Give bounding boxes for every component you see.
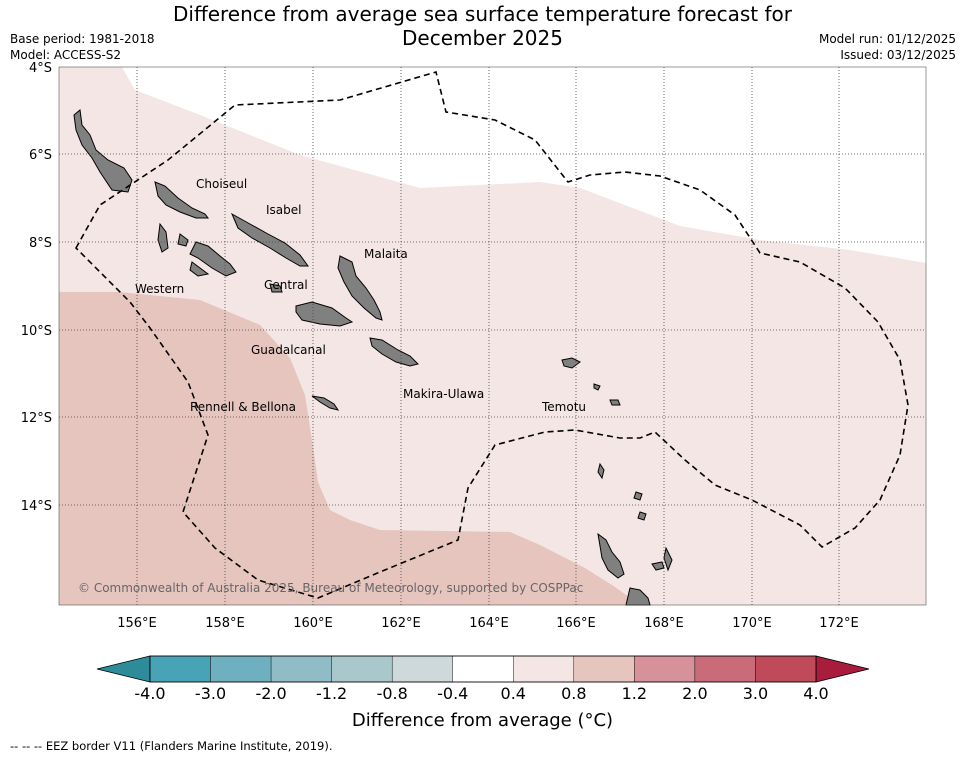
base-period: Base period: 1981-2018 — [10, 32, 155, 46]
lon-label: 170°E — [732, 616, 772, 631]
central-island-1 — [269, 283, 283, 293]
colorbar-segment — [452, 655, 514, 683]
map-figure: 4°S 6°S 8°S 10°S 12°S 14°S 156°E 158°E 1… — [21, 61, 927, 700]
choiseul-island — [73, 109, 133, 193]
colorbar-tick-label: -0.4 — [437, 684, 468, 700]
colorbar-segment — [331, 655, 393, 683]
colorbar-tick-label: -4.0 — [134, 684, 165, 700]
makira-island — [369, 337, 419, 367]
plot-frame — [58, 66, 927, 606]
colorbar-segment — [513, 655, 575, 683]
temotu-island-3 — [609, 399, 621, 406]
santa-isabel-island — [230, 212, 309, 267]
province-labels: Choiseul Isabel Malaita Western Central … — [135, 177, 586, 414]
malaita-island — [337, 255, 383, 321]
colorbar-segment — [694, 655, 756, 683]
province-label-western: Western — [135, 282, 184, 296]
province-label-rennell-bellona: Rennell & Bellona — [190, 400, 296, 414]
colorbar-tick-label: 1.2 — [622, 684, 647, 700]
rennell-island — [311, 395, 340, 411]
colorbar-tick-label: 0.4 — [501, 684, 526, 700]
colorbar-tick-label: 3.0 — [743, 684, 768, 700]
meta-right: Model run: 01/12/2025 Issued: 03/12/2025 — [819, 31, 956, 63]
eez-legend-note: -- -- -- EEZ border V11 (Flanders Marine… — [10, 739, 333, 753]
colorbar-segment — [634, 655, 696, 683]
lat-label: 12°S — [21, 411, 52, 426]
vanuatu-island-6 — [663, 546, 673, 572]
eez-border — [75, 70, 909, 599]
colorbar-segment — [755, 655, 817, 683]
vanuatu-island-2 — [625, 587, 651, 606]
lat-label: 14°S — [21, 499, 52, 514]
santa-isabel-west — [154, 181, 209, 219]
province-label-temotu: Temotu — [541, 400, 586, 414]
colorbar-tick-label: 0.8 — [561, 684, 586, 700]
province-label-makira-ulawa: Makira-Ulawa — [403, 387, 484, 401]
vanuatu-island-7 — [597, 462, 605, 480]
lat-label: 4°S — [29, 61, 52, 76]
colorbar-outline — [149, 655, 817, 683]
graticule — [59, 67, 926, 605]
lon-label: 172°E — [819, 616, 859, 631]
longitude-labels: 156°E 158°E 160°E 162°E 164°E 166°E 168°… — [117, 616, 859, 631]
temotu-island-2 — [593, 383, 601, 391]
colorbar-segment — [270, 655, 332, 683]
lon-label: 164°E — [469, 616, 509, 631]
province-label-malaita: Malaita — [364, 247, 408, 261]
lon-label: 158°E — [205, 616, 245, 631]
model-run: Model run: 01/12/2025 — [818, 32, 956, 46]
vanuatu-north-island — [597, 532, 625, 579]
guadalcanal-island — [295, 301, 354, 327]
lon-label: 160°E — [293, 616, 333, 631]
colorbar-low-extension — [96, 655, 151, 683]
colorbar-tick-label: -1.2 — [316, 684, 347, 700]
western-island-1 — [157, 222, 169, 253]
lon-label: 166°E — [556, 616, 596, 631]
latitude-labels: 4°S 6°S 8°S 10°S 12°S 14°S — [21, 61, 52, 514]
colorbar-segment — [391, 655, 453, 683]
colorbar-tick-label: -2.0 — [255, 684, 286, 700]
lat-label: 10°S — [21, 324, 52, 339]
province-label-central: Central — [264, 278, 308, 292]
province-label-isabel: Isabel — [266, 203, 301, 217]
model-name: Model: ACCESS-S2 — [10, 48, 122, 62]
title-line-2: December 2025 — [402, 26, 563, 50]
province-label-guadalcanal: Guadalcanal — [251, 343, 326, 357]
vanuatu-island-5 — [637, 511, 647, 521]
western-island-2 — [177, 233, 189, 247]
lat-label: 8°S — [29, 236, 52, 251]
anomaly-zone-0-8-1-2 — [59, 292, 640, 605]
colorbar-tick-label: 2.0 — [682, 684, 707, 700]
lon-label: 168°E — [644, 616, 684, 631]
issued-date: Issued: 03/12/2025 — [840, 48, 956, 62]
colorbar-tick-label: -3.0 — [195, 684, 226, 700]
colorbar-segment — [210, 655, 272, 683]
province-label-choiseul: Choiseul — [196, 177, 247, 191]
lat-label: 6°S — [29, 148, 52, 163]
colorbar-tick-label: -0.8 — [377, 684, 408, 700]
meta-left: Base period: 1981-2018 Model: ACCESS-S2 — [10, 31, 155, 63]
title-line-1: Difference from average sea surface temp… — [172, 2, 792, 26]
copyright-notice: © Commonwealth of Australia 2025, Bureau… — [78, 581, 583, 595]
land-masses — [73, 109, 673, 606]
lon-label: 156°E — [117, 616, 157, 631]
lon-label: 162°E — [381, 616, 421, 631]
colorbar-tick-label: 4.0 — [803, 684, 828, 700]
chart-title: Difference from average sea surface temp… — [150, 2, 815, 50]
colorbar-segment — [573, 655, 635, 683]
colorbar-label: Difference from average (°C) — [351, 710, 614, 731]
new-georgia-island — [189, 241, 237, 277]
colorbar-high-extension — [815, 655, 870, 683]
colorbar: -4.0 -3.0 -2.0 -1.2 -0.8 -0.4 0.4 0.8 1.2 2.0 3.0 4… — [96, 655, 870, 700]
colorbar-segment — [149, 655, 211, 683]
vanuatu-island-4 — [633, 491, 643, 501]
western-island-3 — [189, 261, 210, 277]
